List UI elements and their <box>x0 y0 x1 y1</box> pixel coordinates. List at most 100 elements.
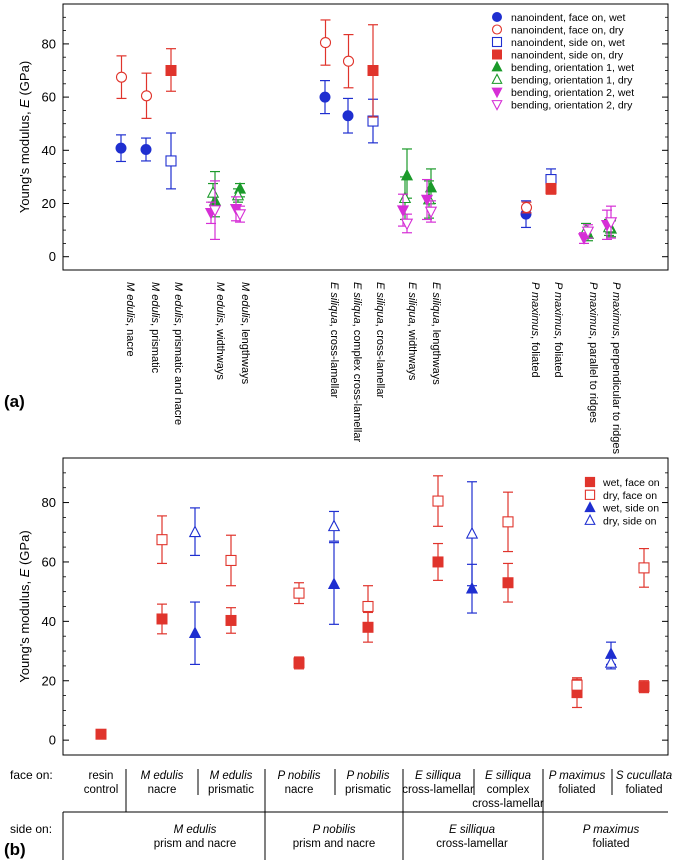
legend-label-nanoindent-face-on-wet: nanoindent, face on, wet <box>511 12 626 24</box>
category-descriptor: , parallel to ridges <box>587 336 599 423</box>
category-descriptor: , lengthways <box>430 324 442 386</box>
data-point <box>400 168 414 181</box>
face-on-category-bottom-complex: complex <box>487 784 530 796</box>
row-label-face-on: face on: <box>10 768 53 782</box>
legend-label-bending-orientation-2-wet: bending, orientation 2, wet <box>511 87 634 99</box>
face-on-category-top-m-edulis: M edulis <box>210 770 253 782</box>
category-descriptor: , perpendicular to ridges <box>610 336 622 455</box>
data-point <box>95 728 107 740</box>
panel-a-chart: 0 20 40 60 80 Young's modulus, E (GPa) M eduli… <box>4 3 669 455</box>
data-point <box>225 614 237 626</box>
data-point <box>115 71 128 83</box>
category-descriptor: , lengthways <box>239 323 251 385</box>
face-on-category-top-p-maximus: P maximus <box>549 770 606 782</box>
category-descriptor: , cross-lamellar <box>374 324 386 399</box>
data-point <box>604 655 618 668</box>
category-genus: E siliqua <box>351 282 363 324</box>
face-on-category-top-e-silliqua: E silliqua <box>415 770 461 782</box>
face-on-category-bottom-prismatic: prismatic <box>208 784 254 796</box>
data-point <box>156 613 168 625</box>
legend-marker-nanoindent-face-on-dry <box>491 24 503 35</box>
data-point <box>165 155 177 167</box>
category-descriptor: , nacre <box>124 323 136 357</box>
category-genus: E siliqua <box>328 282 340 324</box>
y-tick-label: 20 <box>42 196 56 211</box>
series-nanoindent-side-on-dry <box>165 24 557 195</box>
x-category-label-e-siliqua-complex-cross-lamellar: E siliqua, complex cross-lamellar <box>351 282 363 442</box>
data-point <box>638 681 650 693</box>
face-on-category-bottom-foliated: foliated <box>558 784 595 796</box>
data-point <box>545 183 557 195</box>
series-nanoindent-side-on-wet <box>165 98 557 190</box>
x-category-label-e-siliqua-widthways: E siliqua, widthways <box>406 282 418 381</box>
category-genus: P maximus <box>587 282 599 336</box>
data-point <box>293 657 305 669</box>
y-tick-label: 40 <box>42 614 56 629</box>
data-point <box>571 679 583 691</box>
x-category-label-m-edulis-prismatic: M edulis, prismatic <box>149 282 161 374</box>
data-point <box>424 180 438 193</box>
data-point <box>342 110 354 122</box>
side-on-category-top-m-edulis: M edulis <box>174 824 217 836</box>
data-point <box>398 191 412 204</box>
legend-label-nanoindent-face-on-dry: nanoindent, face on, dry <box>511 25 624 37</box>
series-nanoindent-face-on-dry <box>115 19 533 214</box>
x-category-label-p-maximus-perpendicular-to-ridges: P maximus, perpendicular to ridges <box>610 282 622 455</box>
x-category-label-e-siliqua-lengthways: E siliqua, lengthways <box>430 282 442 385</box>
data-point <box>319 91 331 103</box>
category-genus: M edulis <box>239 282 251 323</box>
data-point <box>432 495 444 507</box>
series-dry-face-on <box>156 475 650 692</box>
legend-marker-nanoindent-face-on-wet <box>492 12 502 22</box>
data-point <box>465 526 479 539</box>
legend-marker-wet-side-on <box>584 501 596 513</box>
data-point <box>502 516 514 528</box>
legend-label-bending-orientation-1-dry: bending, orientation 1, dry <box>511 75 633 87</box>
data-point <box>156 534 168 546</box>
legend-label-bending-orientation-2-dry: bending, orientation 2, dry <box>511 100 633 112</box>
series-dry-side-on <box>188 481 618 670</box>
category-genus: E siliqua <box>374 282 386 324</box>
data-point <box>208 205 222 218</box>
data-point <box>327 577 341 590</box>
data-point <box>319 37 332 49</box>
category-genus: E siliqua <box>430 282 442 324</box>
category-descriptor: , complex cross-lamellar <box>351 324 363 443</box>
data-point <box>342 55 355 67</box>
y-tick-label: 80 <box>42 36 56 51</box>
data-point <box>400 218 414 231</box>
x-category-label-m-edulis-nacre: M edulis, nacre <box>124 282 136 357</box>
legend-marker-nanoindent-side-on-dry <box>492 49 502 60</box>
category-descriptor: , prismatic <box>149 323 161 374</box>
face-on-category-top-s-cucullata: S cucullata <box>616 770 672 782</box>
category-genus: P maximus <box>552 282 564 336</box>
category-genus: M edulis <box>124 282 136 323</box>
series-nanoindent-face-on-wet <box>115 80 532 229</box>
y-axis-title: Young's modulus, E (GPa) <box>17 61 32 213</box>
y-axis-title-symbol: E <box>17 568 32 577</box>
data-point <box>577 233 591 245</box>
data-point <box>165 65 177 76</box>
data-point <box>604 217 618 230</box>
side-on-category-bottom-foliated: foliated <box>592 838 629 850</box>
face-on-category-top-resin: resin <box>89 770 114 782</box>
face-on-category-top-p-nobilis: P nobilis <box>277 770 320 782</box>
legend-label-wet-side-on: wet, side on <box>602 503 659 515</box>
y-axis-title-part: (GPa) <box>17 530 32 568</box>
x-category-label-p-maximus-parallel-to-ridges: P maximus, parallel to ridges <box>587 282 599 423</box>
data-point <box>140 144 152 156</box>
data-point <box>502 577 514 589</box>
row-label-side-on: side on: <box>10 822 52 836</box>
face-on-category-extra-cross-lamellar: cross-lamellar <box>472 798 544 810</box>
data-point <box>420 194 434 207</box>
data-point <box>293 587 305 599</box>
y-tick-label: 20 <box>42 673 56 688</box>
side-on-category-top-p-nobilis: P nobilis <box>312 824 355 836</box>
legend-marker-bending-orientation-2-dry <box>491 100 503 111</box>
series-bending-orientation-2-dry <box>208 180 618 241</box>
side-on-labels: side on: M edulis prism and nacre P nobilis… <box>10 822 639 850</box>
face-on-category-top-m-edulis: M edulis <box>141 770 184 782</box>
side-on-category-bottom-cross-lamellar: cross-lamellar <box>436 838 508 850</box>
